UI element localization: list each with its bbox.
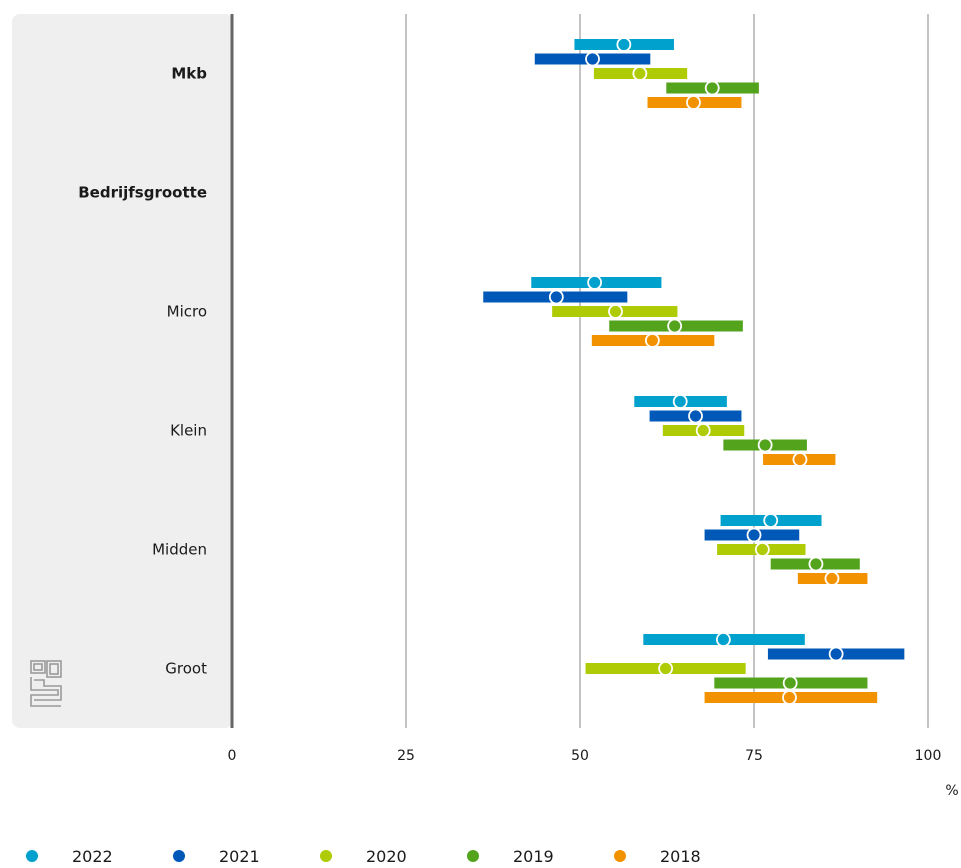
category-label: Micro: [167, 303, 207, 321]
x-axis-unit: %: [945, 783, 958, 799]
value-point: [587, 275, 603, 290]
category-labels: Mkb Bedrijfsgrootte Micro Klein Midden Groot: [78, 65, 207, 678]
gridlines: [405, 14, 929, 728]
legend: 2022 2021 2020 2019 2018: [26, 847, 701, 866]
value-point: [667, 318, 683, 334]
value-point: [782, 675, 798, 691]
value-point: [715, 632, 731, 647]
x-tick-label: 50: [571, 748, 589, 764]
x-tick-labels: 0 25 50 75 100: [228, 748, 942, 764]
legend-label: 2018: [660, 847, 701, 866]
x-tick-label: 100: [915, 748, 942, 764]
value-point: [782, 690, 797, 705]
value-point: [548, 289, 564, 305]
legend-label: 2021: [219, 847, 260, 866]
category-label: Klein: [170, 422, 207, 440]
value-point: [672, 394, 688, 409]
cbs-logo-icon: [30, 660, 62, 707]
value-point: [644, 333, 660, 348]
category-label: Groot: [165, 660, 207, 678]
legend-marker: [173, 850, 185, 862]
value-point: [688, 408, 703, 424]
value-point: [616, 37, 632, 52]
value-point: [632, 66, 648, 81]
category-label: Bedrijfsgrootte: [78, 184, 207, 202]
value-point: [658, 661, 674, 676]
value-point: [585, 51, 600, 67]
value-point: [695, 423, 711, 438]
value-point: [824, 571, 840, 586]
legend-marker: [614, 850, 626, 862]
legend-label: 2020: [366, 847, 407, 866]
value-point: [704, 80, 720, 96]
x-tick-label: 75: [745, 748, 763, 764]
x-tick-label: 25: [397, 748, 415, 764]
value-point: [608, 304, 623, 319]
value-point: [746, 527, 762, 543]
legend-label: 2019: [513, 847, 554, 866]
value-point: [686, 95, 701, 110]
legend-label: 2022: [72, 847, 113, 866]
value-point: [808, 556, 824, 572]
x-tick-label: 0: [228, 748, 237, 764]
value-point: [757, 437, 773, 453]
value-point: [792, 452, 808, 467]
legend-marker: [467, 850, 479, 862]
category-label: Mkb: [171, 65, 207, 83]
value-point: [754, 542, 770, 557]
range-marks: [483, 37, 905, 705]
legend-marker: [26, 850, 38, 862]
value-point: [828, 646, 844, 662]
legend-marker: [320, 850, 332, 862]
category-panel: [12, 14, 233, 728]
category-label: Midden: [152, 541, 207, 559]
value-point: [763, 513, 779, 528]
